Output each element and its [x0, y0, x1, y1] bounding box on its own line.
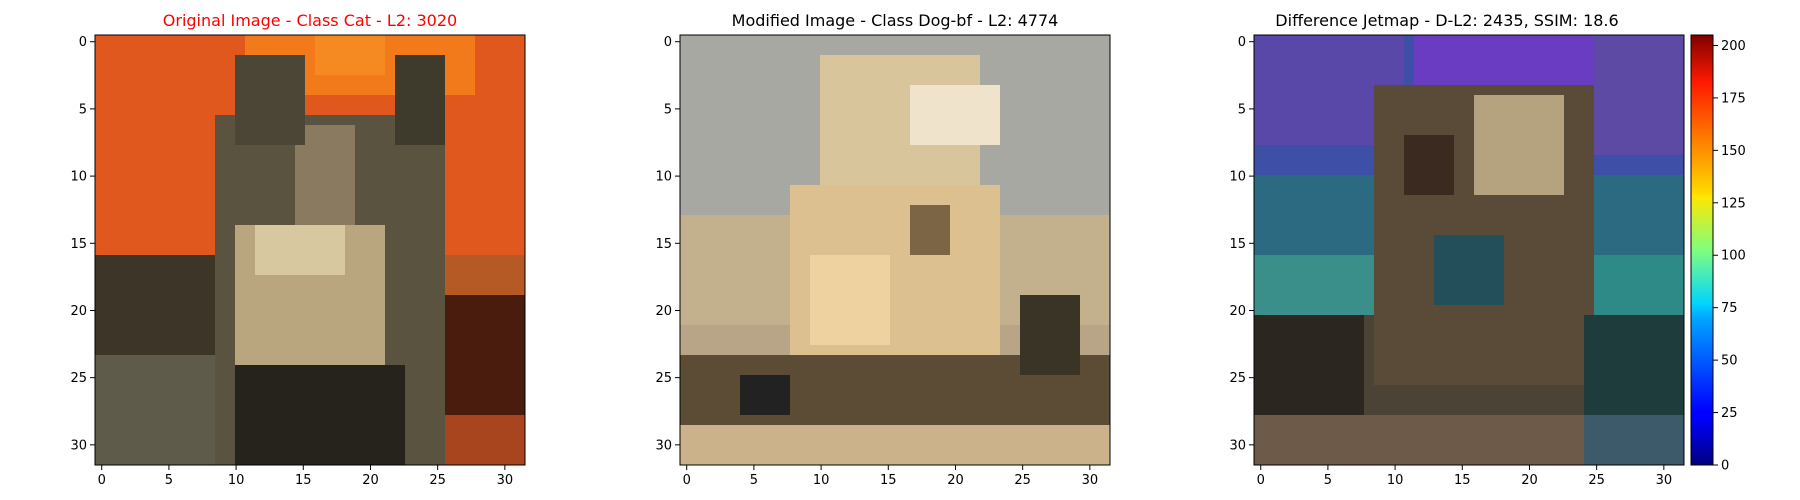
panel-modified-frame: [679, 34, 1111, 466]
colorbar: 0 25 50 75 100 125 150 175 200: [1690, 34, 1746, 474]
panel-original-x-tick-label: 30: [497, 473, 514, 488]
panel-original: Original Image - Class Cat - L2: 3020 0 5…: [70, 11, 526, 488]
panel-difference-y-axis: 0 5 10 15 20 25 30: [1229, 35, 1254, 453]
panel-original-x-axis: 0 5 10 15 20 25 30: [98, 465, 514, 488]
panel-modified-x-tick-label: 25: [1014, 473, 1031, 488]
panel-modified-y-tick-label: 5: [664, 102, 672, 117]
panel-modified-x-tick-label: 20: [947, 473, 964, 488]
panel-difference-x-tick-label: 25: [1588, 473, 1605, 488]
panel-modified-y-tick-label: 15: [655, 237, 672, 252]
colorbar-axis: 0 25 50 75 100 125 150 175 200: [1713, 39, 1746, 474]
panel-original-y-tick-label: 0: [79, 35, 87, 50]
panel-difference-y-tick-label: 30: [1229, 438, 1246, 453]
panel-difference-image: [1254, 35, 1684, 465]
panel-difference-y-tick-label: 25: [1229, 371, 1246, 386]
panel-difference-x-tick-label: 0: [1257, 473, 1265, 488]
panel-difference-title: Difference Jetmap - D-L2: 2435, SSIM: 18…: [1275, 11, 1618, 30]
panel-original-y-tick-label: 10: [70, 170, 87, 185]
panel-original-y-tick-label: 5: [79, 102, 87, 117]
panel-difference-y-tick-label: 0: [1238, 35, 1246, 50]
panel-modified-y-axis: 0 5 10 15 20 25 30: [655, 35, 680, 453]
panel-original-x-tick-label: 15: [295, 473, 312, 488]
panel-difference-y-tick-label: 5: [1238, 102, 1246, 117]
panel-modified-y-tick-label: 25: [655, 371, 672, 386]
panel-original-x-tick-label: 10: [228, 473, 245, 488]
panel-difference-x-axis: 0 5 10 15 20 25 30: [1257, 465, 1673, 488]
panel-difference-x-tick-label: 10: [1387, 473, 1404, 488]
panel-modified-x-tick-label: 30: [1082, 473, 1099, 488]
panel-modified-y-tick-label: 30: [655, 438, 672, 453]
panel-original-y-tick-label: 15: [70, 237, 87, 252]
panel-modified-y-tick-label: 20: [655, 304, 672, 319]
colorbar-gradient: [1690, 34, 1714, 466]
panel-original-y-tick-label: 20: [70, 304, 87, 319]
panel-difference-frame: [1253, 34, 1685, 466]
colorbar-tick-label: 125: [1721, 196, 1746, 211]
colorbar-tick-label: 175: [1721, 91, 1746, 106]
panel-difference-y-tick-label: 15: [1229, 237, 1246, 252]
panel-modified-image: [680, 35, 1110, 465]
panel-original-image: [95, 35, 525, 465]
panel-original-x-tick-label: 20: [362, 473, 379, 488]
panel-difference-y-tick-label: 20: [1229, 304, 1246, 319]
panel-modified: Modified Image - Class Dog-bf - L2: 4774…: [655, 11, 1111, 488]
colorbar-tick-label: 150: [1721, 144, 1746, 159]
colorbar-tick-label: 0: [1721, 459, 1729, 474]
colorbar-tick-label: 75: [1721, 301, 1738, 316]
panel-modified-x-tick-label: 15: [880, 473, 897, 488]
panel-modified-y-tick-label: 10: [655, 170, 672, 185]
panel-modified-x-tick-label: 5: [750, 473, 758, 488]
panel-modified-x-tick-label: 0: [683, 473, 691, 488]
panel-difference-x-tick-label: 5: [1324, 473, 1332, 488]
panel-original-x-tick-label: 25: [429, 473, 446, 488]
colorbar-tick-label: 25: [1721, 406, 1738, 421]
panel-original-frame: [94, 34, 526, 466]
panel-modified-x-tick-label: 10: [813, 473, 830, 488]
panel-difference: Difference Jetmap - D-L2: 2435, SSIM: 18…: [1229, 11, 1685, 488]
panel-original-title: Original Image - Class Cat - L2: 3020: [163, 11, 457, 30]
colorbar-tick-label: 100: [1721, 249, 1746, 264]
panel-modified-title: Modified Image - Class Dog-bf - L2: 4774: [732, 11, 1059, 30]
panel-difference-x-tick-label: 15: [1454, 473, 1471, 488]
panel-original-y-axis: 0 5 10 15 20 25 30: [70, 35, 95, 453]
colorbar-tick-label: 200: [1721, 39, 1746, 54]
panel-modified-y-tick-label: 0: [664, 35, 672, 50]
panel-difference-y-tick-label: 10: [1229, 170, 1246, 185]
panel-original-x-tick-label: 0: [98, 473, 106, 488]
panel-original-y-tick-label: 25: [70, 371, 87, 386]
colorbar-tick-label: 50: [1721, 354, 1738, 369]
panel-modified-x-axis: 0 5 10 15 20 25 30: [683, 465, 1099, 488]
panel-difference-x-tick-label: 20: [1521, 473, 1538, 488]
panel-difference-x-tick-label: 30: [1656, 473, 1673, 488]
panel-original-x-tick-label: 5: [165, 473, 173, 488]
panel-original-y-tick-label: 30: [70, 438, 87, 453]
